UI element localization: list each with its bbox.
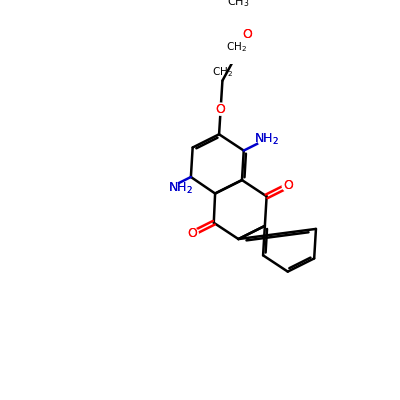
- Circle shape: [258, 131, 275, 148]
- Text: O: O: [243, 28, 252, 41]
- Circle shape: [242, 28, 254, 40]
- Text: O: O: [243, 28, 252, 41]
- Text: CH$_3$: CH$_3$: [227, 0, 250, 9]
- Circle shape: [186, 228, 198, 240]
- Text: O: O: [283, 179, 293, 192]
- Text: O: O: [216, 103, 226, 116]
- Text: O: O: [283, 179, 293, 192]
- Text: O: O: [216, 103, 226, 116]
- Text: CH$_2$: CH$_2$: [226, 40, 246, 54]
- Circle shape: [158, 178, 178, 198]
- Circle shape: [215, 103, 227, 115]
- Text: NH$_2$: NH$_2$: [168, 181, 193, 196]
- Text: NH$_2$: NH$_2$: [254, 132, 279, 147]
- Text: NH$_2$: NH$_2$: [254, 132, 279, 147]
- Text: O: O: [187, 227, 197, 240]
- Text: CH$_2$: CH$_2$: [212, 65, 233, 79]
- Text: O: O: [187, 227, 197, 240]
- Text: NH$_2$: NH$_2$: [168, 181, 193, 196]
- Circle shape: [282, 180, 294, 192]
